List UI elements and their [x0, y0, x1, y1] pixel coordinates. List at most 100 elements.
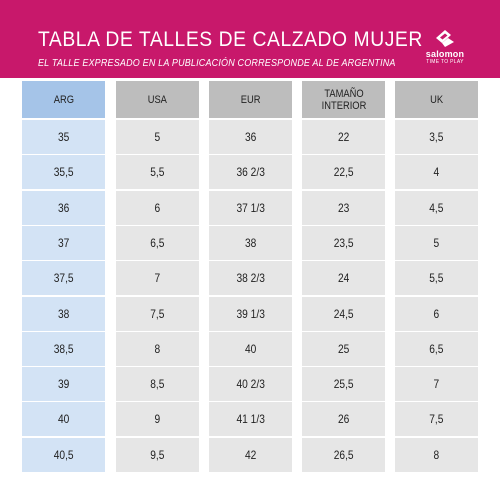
cell-value: 5 — [154, 130, 161, 144]
page-title: TABLA DE TALLES DE CALZADO MUJER — [38, 28, 423, 51]
cell-value: 40,5 — [53, 447, 74, 462]
cell-value: 39 — [57, 377, 70, 392]
column-uk: UK 3,5 4 4,5 5 5,5 6 6,5 7 7,5 8 — [395, 78, 478, 490]
column-header-label: TAMAÑO INTERIOR — [321, 87, 366, 112]
table-cell-usa: 5 — [116, 120, 199, 154]
table-cell-uk: 3,5 — [395, 120, 478, 154]
column-header-uk: UK — [395, 81, 478, 118]
table-cell-eur: 41 1/3 — [209, 402, 292, 437]
cell-value: 5,5 — [429, 271, 444, 286]
cell-value: 41 1/3 — [236, 412, 265, 427]
table-cell-interior: 23 — [302, 190, 385, 225]
table-cell-eur: 40 — [209, 331, 292, 366]
cell-value: 9 — [154, 412, 161, 427]
table-cell-interior: 26,5 — [302, 437, 385, 472]
table-cell-uk: 5 — [395, 225, 478, 260]
table-cell-eur: 38 — [209, 225, 292, 260]
table-cell-usa: 8,5 — [116, 367, 199, 402]
table-cell-arg: 37,5 — [22, 261, 105, 296]
cell-value: 3,5 — [429, 130, 444, 144]
cell-value: 6,5 — [429, 341, 444, 356]
cell-value: 6 — [154, 200, 161, 215]
column-header-usa: USA — [116, 81, 199, 118]
table-cell-uk: 7,5 — [395, 402, 478, 437]
column-header-label: EUR — [240, 93, 261, 106]
table-cell-uk: 7 — [395, 367, 478, 402]
column-header-eur: EUR — [209, 81, 292, 118]
table-cell-interior: 24,5 — [302, 296, 385, 331]
cell-value: 6,5 — [150, 235, 165, 250]
cell-value: 38 2/3 — [236, 271, 265, 286]
table-cell-arg: 35 — [22, 120, 105, 154]
cell-value: 37 — [57, 235, 70, 250]
cell-value: 7 — [433, 377, 440, 392]
salomon-logo: salomon TIME TO PLAY — [416, 28, 474, 70]
table-cell-interior: 25,5 — [302, 367, 385, 402]
table-cell-eur: 40 2/3 — [209, 367, 292, 402]
table-cell-usa: 9,5 — [116, 437, 199, 472]
cell-value: 38 — [57, 306, 70, 321]
cell-value: 23 — [337, 200, 350, 215]
cell-value: 25 — [337, 341, 350, 356]
column-header-label: ARG — [53, 93, 74, 106]
table-cell-interior: 24 — [302, 261, 385, 296]
table-cell-arg: 40 — [22, 402, 105, 437]
table-cell-eur: 42 — [209, 437, 292, 472]
table-cell-uk: 8 — [395, 437, 478, 472]
column-header-label: UK — [430, 93, 443, 106]
table-cell-uk: 4,5 — [395, 190, 478, 225]
column-interior: TAMAÑO INTERIOR 22 22,5 23 23,5 24 24,5 25 25,5 2… — [302, 78, 385, 490]
cell-value: 24,5 — [333, 306, 354, 321]
cell-value: 5,5 — [150, 165, 165, 180]
table-cell-usa: 9 — [116, 402, 199, 437]
table-cell-arg: 38,5 — [22, 331, 105, 366]
column-header-label: USA — [147, 93, 168, 106]
salomon-s-icon — [436, 30, 454, 47]
table-cell-uk: 4 — [395, 155, 478, 190]
cell-value: 6 — [433, 306, 440, 321]
column-eur: EUR 36 36 2/3 37 1/3 38 38 2/3 39 1/3 40 40 2/3 4… — [209, 78, 292, 490]
table-cell-usa: 5,5 — [116, 155, 199, 190]
cell-value: 4,5 — [429, 200, 444, 215]
cell-value: 36 — [57, 200, 70, 215]
table-cell-arg: 39 — [22, 367, 105, 402]
cell-value: 4 — [433, 165, 440, 180]
table-cell-eur: 39 1/3 — [209, 296, 292, 331]
table-cell-arg: 37 — [22, 225, 105, 260]
brand-tagline: TIME TO PLAY — [426, 59, 464, 65]
cell-value: 7,5 — [150, 306, 165, 321]
cell-value: 25,5 — [333, 377, 354, 392]
cell-value: 40 2/3 — [236, 377, 265, 392]
cell-value: 7 — [154, 271, 161, 286]
column-header-arg: ARG — [22, 81, 105, 118]
table-cell-eur: 36 2/3 — [209, 155, 292, 190]
table-cell-arg: 40,5 — [22, 437, 105, 472]
cell-value: 35,5 — [53, 165, 74, 180]
cell-value: 8 — [433, 447, 440, 462]
table-cell-usa: 8 — [116, 331, 199, 366]
table-cell-eur: 37 1/3 — [209, 190, 292, 225]
table-cell-arg: 36 — [22, 190, 105, 225]
table-cell-usa: 7,5 — [116, 296, 199, 331]
cell-value: 38 — [244, 235, 257, 250]
cell-value: 26,5 — [333, 447, 354, 462]
table-cell-interior: 25 — [302, 331, 385, 366]
cell-value: 7,5 — [429, 412, 444, 427]
table-cell-interior: 23,5 — [302, 225, 385, 260]
cell-value: 8,5 — [150, 377, 165, 392]
page-subtitle: EL TALLE EXPRESADO EN LA PUBLICACIÓN COR… — [38, 58, 396, 69]
cell-value: 39 1/3 — [236, 306, 265, 321]
cell-value: 8 — [154, 341, 161, 356]
brand-name: salomon — [425, 49, 465, 59]
cell-value: 22 — [337, 130, 350, 144]
cell-value: 23,5 — [333, 235, 354, 250]
cell-value: 37,5 — [53, 271, 74, 286]
column-usa: USA 5 5,5 6 6,5 7 7,5 8 8,5 9 9,5 — [116, 78, 199, 490]
cell-value: 5 — [433, 235, 440, 250]
cell-value: 24 — [337, 271, 350, 286]
cell-value: 22,5 — [333, 165, 354, 180]
table-cell-interior: 22 — [302, 120, 385, 154]
table-cell-interior: 26 — [302, 402, 385, 437]
table-cell-eur: 38 2/3 — [209, 261, 292, 296]
cell-value: 40 — [57, 412, 70, 427]
